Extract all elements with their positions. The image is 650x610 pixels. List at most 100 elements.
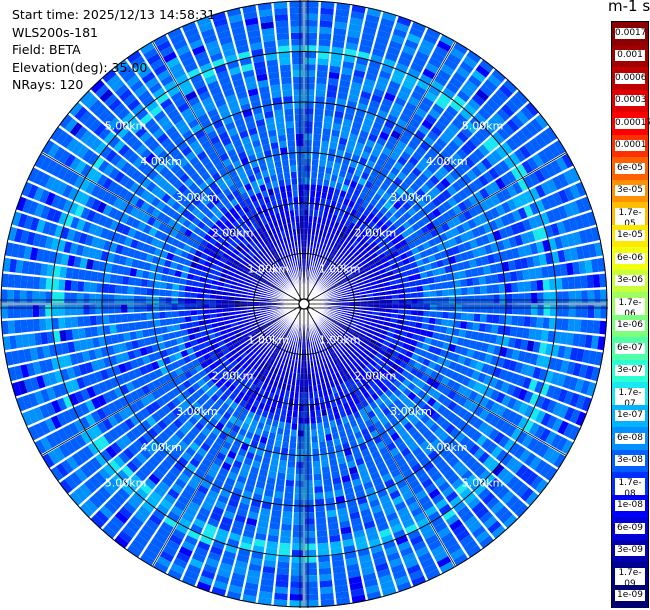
range-gate bbox=[165, 318, 173, 326]
range-gate bbox=[200, 156, 211, 166]
range-gate bbox=[340, 396, 348, 404]
range-gate bbox=[290, 340, 295, 347]
range-gate bbox=[64, 381, 74, 394]
range-gate bbox=[166, 275, 175, 283]
range-gate bbox=[290, 587, 303, 595]
range-gate bbox=[321, 329, 327, 336]
range-gate bbox=[126, 117, 139, 130]
range-gate bbox=[178, 225, 188, 235]
range-gate bbox=[324, 327, 330, 334]
range-gate bbox=[168, 268, 176, 276]
range-gate bbox=[201, 215, 210, 225]
range-gate bbox=[123, 332, 131, 342]
range-gate bbox=[74, 204, 85, 218]
range-gate bbox=[338, 462, 348, 471]
range-gate bbox=[268, 288, 276, 293]
range-gate bbox=[447, 319, 455, 328]
range-gate bbox=[448, 312, 456, 320]
range-gate bbox=[253, 454, 263, 463]
range-gate bbox=[252, 278, 259, 284]
range-gate bbox=[201, 96, 214, 107]
range-gate bbox=[464, 330, 473, 339]
range-gate bbox=[325, 503, 336, 512]
range-gate bbox=[68, 172, 80, 186]
range-gate bbox=[342, 324, 349, 330]
range-gate bbox=[304, 196, 310, 204]
range-gate bbox=[574, 378, 585, 393]
range-gate bbox=[380, 416, 389, 426]
range-gate bbox=[198, 91, 211, 102]
range-gate bbox=[523, 419, 535, 433]
range-gate bbox=[185, 135, 197, 146]
range-gate bbox=[240, 369, 249, 378]
range-gate bbox=[280, 530, 292, 538]
range-gate bbox=[209, 237, 217, 246]
range-gate bbox=[112, 121, 125, 135]
range-gate bbox=[166, 159, 177, 170]
range-gate bbox=[2, 336, 11, 351]
range-gate bbox=[298, 184, 304, 191]
range-gate bbox=[160, 98, 173, 110]
range-gate bbox=[91, 424, 103, 438]
range-gate bbox=[386, 512, 399, 522]
range-gate bbox=[290, 581, 303, 589]
range-gate bbox=[338, 514, 350, 523]
range-gate bbox=[442, 508, 456, 521]
range-gate bbox=[402, 397, 412, 407]
range-gate bbox=[347, 386, 355, 394]
range-gate bbox=[196, 581, 212, 592]
range-gate bbox=[378, 348, 386, 356]
range-gate bbox=[359, 369, 368, 378]
range-gate bbox=[432, 401, 442, 411]
range-gate bbox=[578, 364, 588, 378]
range-gate bbox=[177, 141, 189, 152]
range-gate bbox=[358, 422, 367, 431]
range-gate bbox=[140, 482, 153, 495]
range-gate bbox=[223, 287, 230, 292]
range-gate bbox=[189, 156, 200, 167]
range-gate bbox=[358, 394, 366, 403]
range-gate bbox=[80, 464, 93, 478]
range-gate bbox=[352, 523, 364, 533]
range-gate bbox=[197, 447, 208, 458]
range-gate bbox=[218, 131, 229, 141]
range-gate bbox=[155, 265, 164, 274]
range-gate bbox=[230, 133, 240, 143]
range-gate bbox=[337, 348, 344, 355]
range-gate bbox=[351, 383, 359, 392]
range-gate bbox=[400, 546, 414, 557]
range-gate bbox=[203, 309, 210, 315]
range-gate bbox=[184, 420, 194, 431]
range-gate bbox=[469, 478, 482, 491]
range-gate bbox=[27, 333, 36, 347]
range-gate bbox=[247, 511, 259, 520]
range-gate bbox=[56, 181, 68, 196]
range-gate bbox=[277, 232, 283, 240]
range-gate bbox=[127, 98, 141, 111]
range-gate bbox=[48, 372, 58, 385]
range-gate bbox=[99, 505, 114, 519]
range-gate bbox=[181, 451, 193, 462]
range-gate bbox=[143, 337, 152, 346]
range-gate bbox=[369, 401, 378, 410]
range-gate bbox=[207, 46, 222, 57]
range-gate bbox=[264, 261, 271, 269]
range-gate bbox=[346, 348, 353, 356]
range-gate bbox=[104, 335, 113, 346]
range-gate bbox=[396, 366, 405, 375]
range-gate bbox=[487, 520, 502, 534]
range-gate bbox=[145, 519, 159, 532]
range-gate bbox=[245, 235, 253, 243]
range-gate bbox=[425, 483, 437, 495]
range-gate bbox=[138, 529, 152, 542]
range-gate bbox=[222, 291, 230, 296]
range-gate bbox=[316, 416, 323, 424]
range-gate bbox=[36, 248, 45, 262]
range-gate bbox=[442, 311, 449, 319]
range-gate bbox=[327, 347, 333, 355]
range-gate bbox=[229, 267, 237, 273]
range-gate bbox=[219, 355, 228, 363]
range-gate bbox=[137, 435, 149, 447]
range-gate bbox=[289, 326, 294, 333]
range-gate bbox=[201, 140, 212, 151]
